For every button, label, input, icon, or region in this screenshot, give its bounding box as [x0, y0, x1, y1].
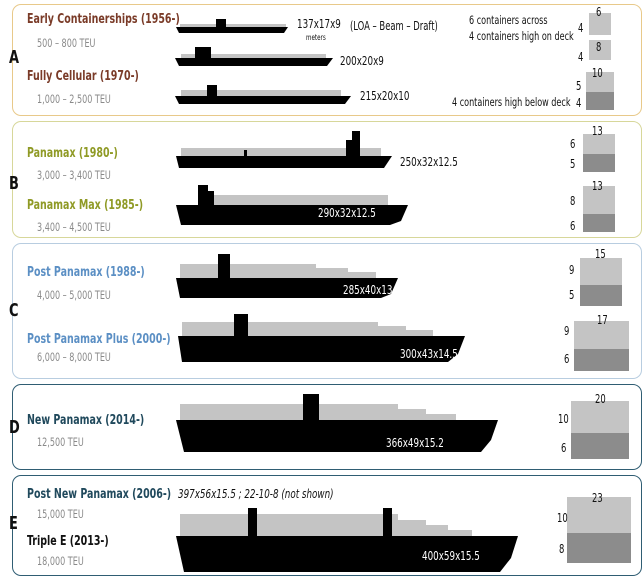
height-count: 10 — [558, 412, 569, 426]
height-count: 4 — [576, 96, 582, 110]
container-stack-post-panamax-plus — [574, 321, 629, 371]
ship-teu: 15,000 TEU — [37, 507, 84, 521]
note-high-below-deck: 4 containers high below deck — [452, 95, 571, 109]
ship-teu: 3,000 – 3,400 TEU — [37, 168, 111, 182]
ship-silhouette-triple-e — [176, 508, 518, 572]
width-count: 13 — [592, 179, 603, 193]
height-count: 6 — [564, 352, 570, 366]
ship-silhouette-post-panamax-plus — [178, 314, 465, 362]
ship-silhouette-panamax — [176, 131, 392, 168]
container-stack-fully-cellular — [586, 72, 614, 110]
width-count: 15 — [595, 247, 606, 261]
height-count: 8 — [570, 194, 576, 208]
width-count: 8 — [596, 40, 602, 54]
note-across: 6 containers across — [469, 13, 548, 27]
group-a-panel — [12, 4, 642, 116]
ship-dimensions: 215x20x10 — [360, 88, 410, 103]
ship-name: Post New Panamax (2006-) — [27, 486, 172, 502]
group-a-letter: A — [9, 47, 20, 68]
ship-dimensions: 250x32x12.5 — [400, 154, 458, 169]
ship-silhouette-post-panamax — [176, 254, 398, 298]
height-count: 5 — [569, 288, 575, 302]
ship-name: Fully Cellular (1970-) — [27, 68, 139, 84]
ship-teu: 4,000 – 5,000 TEU — [37, 288, 111, 302]
ship-name: Early Containerships (1956-) — [27, 11, 180, 27]
ship-name: Panamax (1980-) — [27, 145, 118, 161]
ship-teu: 18,000 TEU — [37, 554, 84, 568]
height-count: 10 — [557, 511, 568, 525]
container-stack-triple-e — [567, 497, 631, 563]
width-count: 20 — [595, 392, 606, 406]
width-count: 6 — [596, 5, 602, 19]
ship-dimensions: 285x40x13 — [343, 282, 393, 297]
width-count: 13 — [592, 124, 603, 138]
ship-teu: 6,000 – 8,000 TEU — [37, 350, 111, 364]
height-count: 9 — [569, 263, 575, 277]
ship-silhouette-fully-cellular — [175, 85, 351, 104]
ship-dimensions: 300x43x14.5 — [400, 346, 458, 361]
ship-silhouette-panamax-max — [176, 185, 408, 225]
container-stack-post-panamax — [580, 258, 622, 306]
ship-silhouette-new-panamax — [176, 394, 498, 452]
ship-silhouette-early-2 — [175, 47, 333, 66]
height-count: 6 — [570, 137, 576, 151]
ship-dimensions: 400x59x15.5 — [422, 548, 480, 563]
group-e-letter: E — [9, 513, 18, 534]
ship-teu: 3,400 – 4,500 TEU — [37, 220, 111, 234]
ship-name: Post Panamax (1988-) — [27, 264, 145, 280]
group-d-letter: D — [9, 417, 20, 438]
ship-name: Triple E (2013-) — [27, 533, 109, 549]
group-c-letter: C — [9, 300, 19, 321]
ship-dimensions: 200x20x9 — [340, 53, 384, 68]
height-count: 6 — [561, 441, 567, 455]
width-count: 10 — [592, 66, 603, 80]
group-d-panel — [12, 384, 642, 470]
container-stack-panamax-max — [583, 186, 615, 232]
width-count: 17 — [597, 313, 608, 327]
height-count: 4 — [578, 50, 584, 64]
height-count: 5 — [570, 157, 576, 171]
height-count: 4 — [578, 21, 584, 35]
dims-legend: (LOA – Beam – Draft) — [350, 19, 438, 33]
ship-dimensions: 137x17x9 — [297, 16, 341, 31]
height-count: 9 — [564, 324, 570, 338]
ship-name: Panamax Max (1985-) — [27, 197, 144, 213]
container-stack-early-2 — [589, 40, 611, 60]
ship-dimensions-note: 397x56x15.5 ; 22-10-8 (not shown) — [178, 486, 334, 501]
ship-teu: 1,000 – 2,500 TEU — [37, 92, 111, 106]
ship-name: Post Panamax Plus (2000-) — [27, 331, 171, 347]
container-stack-early — [589, 13, 611, 35]
height-count: 6 — [570, 219, 576, 233]
ship-silhouette-early — [176, 19, 288, 33]
note-high-on-deck: 4 containers high on deck — [469, 29, 574, 43]
container-stack-panamax — [583, 134, 615, 172]
ship-teu: 12,500 TEU — [37, 435, 84, 449]
ship-dimensions: 290x32x12.5 — [318, 205, 376, 220]
ship-dimensions: 366x49x15.2 — [386, 435, 444, 450]
height-count: 8 — [559, 542, 565, 556]
ship-teu: 500 – 800 TEU — [37, 36, 96, 50]
group-e-panel — [12, 475, 642, 576]
group-c-panel — [12, 243, 642, 379]
container-stack-new-panamax — [571, 401, 629, 459]
group-b-letter: B — [9, 173, 19, 194]
meters-label: meters — [306, 33, 326, 42]
height-count: 5 — [576, 79, 582, 93]
ship-name: New Panamax (2014-) — [27, 412, 145, 428]
width-count: 23 — [592, 491, 603, 505]
group-b-panel — [12, 121, 642, 238]
